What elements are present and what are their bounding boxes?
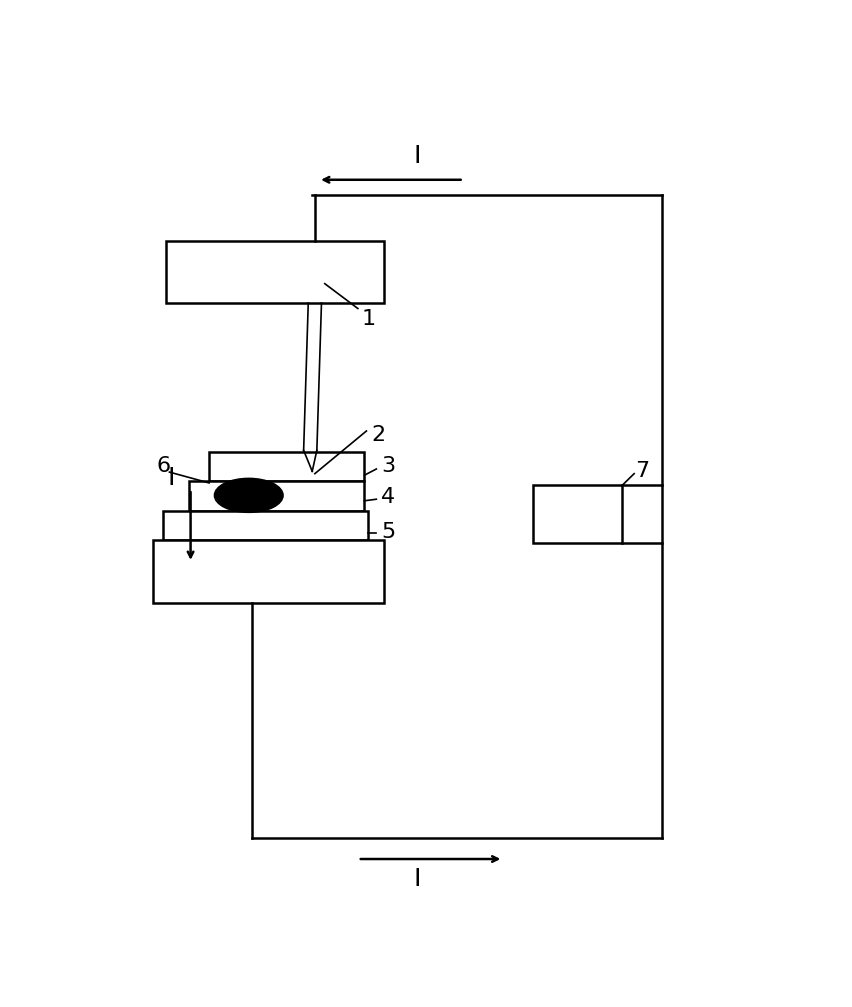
Bar [153, 541, 383, 603]
Bar [163, 511, 367, 541]
Bar [209, 452, 364, 481]
Ellipse shape [214, 478, 283, 513]
Text: 2: 2 [371, 425, 385, 445]
Bar [532, 485, 622, 544]
Text: I: I [413, 867, 421, 891]
Bar [166, 241, 384, 303]
Text: 6: 6 [156, 456, 170, 476]
Text: 1: 1 [360, 308, 375, 328]
Bar [189, 481, 364, 511]
Text: 4: 4 [381, 487, 394, 507]
Text: 3: 3 [381, 456, 394, 476]
Text: 7: 7 [635, 461, 649, 481]
Text: I: I [168, 465, 175, 489]
Text: 5: 5 [381, 522, 394, 542]
Text: I: I [413, 144, 421, 168]
